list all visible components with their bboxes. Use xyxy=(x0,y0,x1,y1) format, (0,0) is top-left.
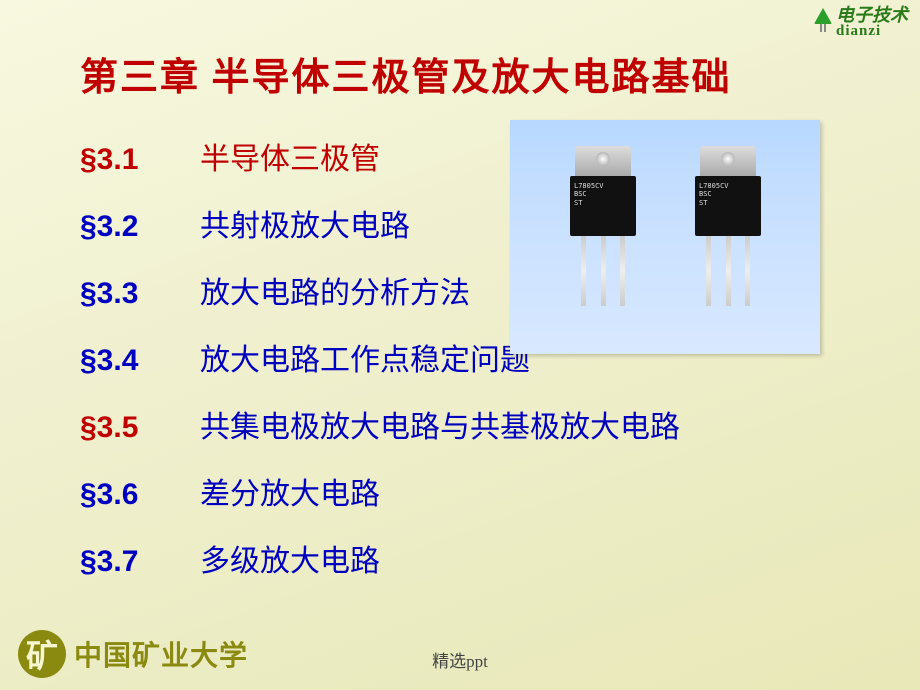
component-1: L7805CV BSC ST xyxy=(560,146,646,306)
section-number: §3.2 xyxy=(80,195,200,258)
package-body: L7805CV BSC ST xyxy=(695,176,761,236)
heatsink-tab xyxy=(700,146,756,176)
brand-text: 电子技术 dianzi xyxy=(836,6,908,39)
section-title: 放大电路的分析方法 xyxy=(200,262,470,325)
toc-row: §3.6差分放大电路 xyxy=(80,463,680,526)
brand-logo: 电子技术 dianzi xyxy=(814,6,908,39)
brand-cn: 电子技术 xyxy=(836,6,908,24)
section-title: 共射极放大电路 xyxy=(200,195,410,258)
component-2: L7805CV BSC ST xyxy=(685,146,771,306)
university-name: 中国矿业大学 xyxy=(74,634,248,674)
section-number: §3.4 xyxy=(80,329,200,392)
section-number: §3.1 xyxy=(80,128,200,191)
led-icon xyxy=(814,8,832,24)
section-number: §3.7 xyxy=(80,530,200,593)
toc-row: §3.7多级放大电路 xyxy=(80,530,680,593)
section-number: §3.5 xyxy=(80,396,200,459)
section-title: 半导体三极管 xyxy=(200,128,380,191)
toc-row: §3.5共集电极放大电路与共基极放大电路 xyxy=(80,396,680,459)
slide: 电子技术 dianzi 第三章 半导体三极管及放大电路基础 §3.1半导体三极管… xyxy=(0,0,920,690)
chip-label-0: L7805CV xyxy=(574,182,632,190)
leads xyxy=(706,236,750,306)
chip-label-2: ST xyxy=(574,199,632,207)
section-title: 共集电极放大电路与共基极放大电路 xyxy=(200,396,680,459)
section-title: 放大电路工作点稳定问题 xyxy=(200,329,530,392)
footer-label: 精选ppt xyxy=(432,647,488,672)
chip-label-0: L7805CV xyxy=(699,182,757,190)
university-logo: 矿 中国矿业大学 xyxy=(18,630,248,678)
brand-pinyin: dianzi xyxy=(836,24,908,39)
heatsink-tab xyxy=(575,146,631,176)
section-number: §3.6 xyxy=(80,463,200,526)
transistor-photo: L7805CV BSC ST L7805CV BSC ST xyxy=(510,120,820,354)
chip-label-2: ST xyxy=(699,199,757,207)
leads xyxy=(581,236,625,306)
chip-label-1: BSC xyxy=(574,190,632,198)
university-seal-icon: 矿 xyxy=(18,630,66,678)
section-number: §3.3 xyxy=(80,262,200,325)
section-title: 差分放大电路 xyxy=(200,463,380,526)
chapter-title: 第三章 半导体三极管及放大电路基础 xyxy=(80,46,732,101)
section-title: 多级放大电路 xyxy=(200,530,380,593)
chip-label-1: BSC xyxy=(699,190,757,198)
package-body: L7805CV BSC ST xyxy=(570,176,636,236)
